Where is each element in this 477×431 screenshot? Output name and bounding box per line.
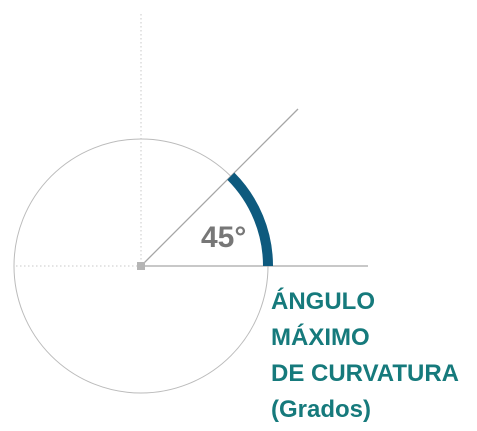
caption: ÁNGULO MÁXIMO DE CURVATURA (Grados) <box>271 284 459 428</box>
caption-line-4: (Grados) <box>271 396 372 423</box>
angle-arc <box>227 172 273 267</box>
angle-label: 45° <box>201 221 246 254</box>
angle-ray <box>140 108 299 267</box>
caption-line-3: DE CURVATURA <box>271 360 460 387</box>
center-marker <box>137 262 145 270</box>
caption-line-2: MÁXIMO <box>271 324 370 351</box>
caption-line-1: ÁNGULO <box>271 288 375 315</box>
